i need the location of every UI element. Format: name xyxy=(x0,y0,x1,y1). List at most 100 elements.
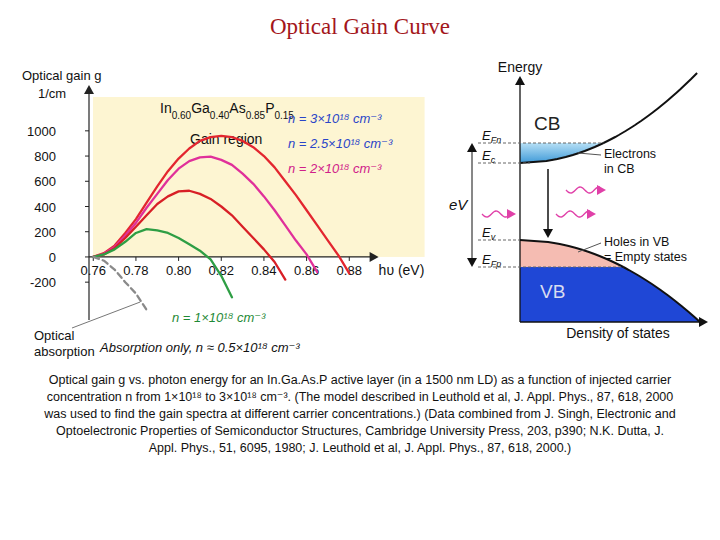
level-symbol: E xyxy=(482,252,491,267)
series-line xyxy=(93,257,146,310)
level-subscript: Fp xyxy=(491,259,502,269)
level-label: Ec xyxy=(482,148,496,165)
transition-arrow-head xyxy=(543,229,553,238)
x-axis-line xyxy=(89,256,371,257)
x-tick xyxy=(135,257,136,261)
element: As xyxy=(229,100,245,116)
level-symbol: E xyxy=(482,128,491,143)
subscript: 0.40 xyxy=(210,110,230,121)
x-tick-label: 0.76 xyxy=(81,263,106,278)
level-label: EFp xyxy=(482,252,501,269)
y-tick-label: 200 xyxy=(34,225,56,240)
photon-arrow xyxy=(597,185,606,195)
holes-label: Holes in VB xyxy=(604,235,669,249)
holes-label: = Empty states xyxy=(604,250,687,264)
electrons-leader xyxy=(578,153,601,155)
y-tick xyxy=(85,256,89,257)
x-tick-label: 0.88 xyxy=(337,263,362,278)
x-axis-label: hυ (eV) xyxy=(379,262,425,278)
ev-arrow xyxy=(472,151,473,259)
x-tick xyxy=(263,257,264,261)
subscript: 0.60 xyxy=(172,110,192,121)
ev-arrow-head xyxy=(467,143,477,152)
level-subscript: Fn xyxy=(491,135,502,145)
holes-leader xyxy=(578,243,601,252)
y-tick xyxy=(85,130,89,131)
y-tick-label: 0 xyxy=(49,250,56,265)
x-tick-label: 0.80 xyxy=(166,263,191,278)
y-axis-unit: 1/cm xyxy=(38,86,66,101)
dos-axis xyxy=(520,321,700,322)
level-symbol: E xyxy=(482,225,491,240)
dos-axis-arrow xyxy=(699,317,708,327)
y-tick-label: 600 xyxy=(34,174,56,189)
y-tick-label: 1000 xyxy=(27,124,56,139)
photon xyxy=(566,187,600,193)
y-axis-label: Optical gain g xyxy=(22,68,102,83)
ev-arrow-head xyxy=(467,258,477,267)
series-line xyxy=(93,229,232,297)
y-tick-label: -200 xyxy=(30,275,56,290)
series-label: n = 1×10¹⁸ cm⁻³ xyxy=(172,310,266,325)
y-tick-label: 400 xyxy=(34,200,56,215)
caption: Optical gain g vs. photon energy for an … xyxy=(44,372,676,457)
y-tick xyxy=(85,206,89,207)
chart-title: In0.60Ga0.40As0.85P0.15 xyxy=(160,100,294,121)
photon xyxy=(482,211,510,217)
series-label: n = 2×10¹⁸ cm⁻³ xyxy=(288,161,382,176)
line: Optical xyxy=(34,328,78,343)
x-tick-label: 0.84 xyxy=(251,263,276,278)
element: In xyxy=(160,100,172,116)
y-tick xyxy=(85,181,89,182)
energy-axis-label: Energy xyxy=(498,59,542,75)
series-line xyxy=(93,191,285,280)
y-tick xyxy=(85,231,89,232)
series-label: Absorption only, n ≈ 0.5×10¹⁸ cm⁻³ xyxy=(99,340,300,355)
line: absorption xyxy=(34,344,95,359)
page-title: Optical Gain Curve xyxy=(270,14,450,39)
element: P xyxy=(265,100,274,116)
series-line xyxy=(93,136,349,273)
x-tick xyxy=(349,257,350,261)
x-tick xyxy=(178,257,179,261)
level-label: Ev xyxy=(482,225,496,242)
y-tick-label: 800 xyxy=(34,149,56,164)
photon xyxy=(556,211,590,217)
level-label: EFn xyxy=(482,128,501,145)
gain-region-shade xyxy=(93,97,425,257)
figure: Optical Gain Curve In0.60Ga0.40As0.85P0.1… xyxy=(0,0,720,540)
level-symbol: E xyxy=(482,148,491,163)
y-tick xyxy=(85,282,89,283)
electrons-fill xyxy=(520,143,604,163)
series-label: n = 2.5×10¹⁸ cm⁻³ xyxy=(288,136,393,151)
page: Optical Gain Curve In0.60Ga0.40As0.85P0.1… xyxy=(0,0,720,540)
photon-arrow xyxy=(587,209,596,219)
energy-axis-arrow xyxy=(515,76,525,85)
dos-axis-label: Density of states xyxy=(566,325,670,341)
vb-fill xyxy=(520,267,700,322)
y-axis-line-end xyxy=(88,91,89,93)
y-axis-arrow xyxy=(84,85,94,94)
energy-axis xyxy=(519,84,520,322)
x-tick-label: 0.78 xyxy=(123,263,148,278)
level-subscript: c xyxy=(491,155,496,165)
element: Ga xyxy=(191,100,210,116)
transition-arrow xyxy=(547,169,549,230)
gain-region-label: Gain region xyxy=(190,131,262,147)
cb-curve xyxy=(520,73,697,163)
series-label: n = 3×10¹⁸ cm⁻³ xyxy=(288,111,382,126)
x-tick xyxy=(221,257,222,261)
x-axis-arrow xyxy=(370,252,379,262)
photon-arrow xyxy=(507,209,516,219)
subscript: 0.85 xyxy=(246,110,266,121)
electrons-label: Electrons xyxy=(604,147,656,161)
vb-label: VB xyxy=(540,281,565,302)
cb-label: CB xyxy=(534,113,560,134)
y-tick xyxy=(85,156,89,157)
electrons-label: in CB xyxy=(604,162,635,176)
voltage-label: eV xyxy=(449,196,469,213)
x-tick xyxy=(306,257,307,261)
vb-curve xyxy=(520,240,700,322)
level-subscript: v xyxy=(491,232,496,242)
annotation-leader xyxy=(72,302,140,328)
